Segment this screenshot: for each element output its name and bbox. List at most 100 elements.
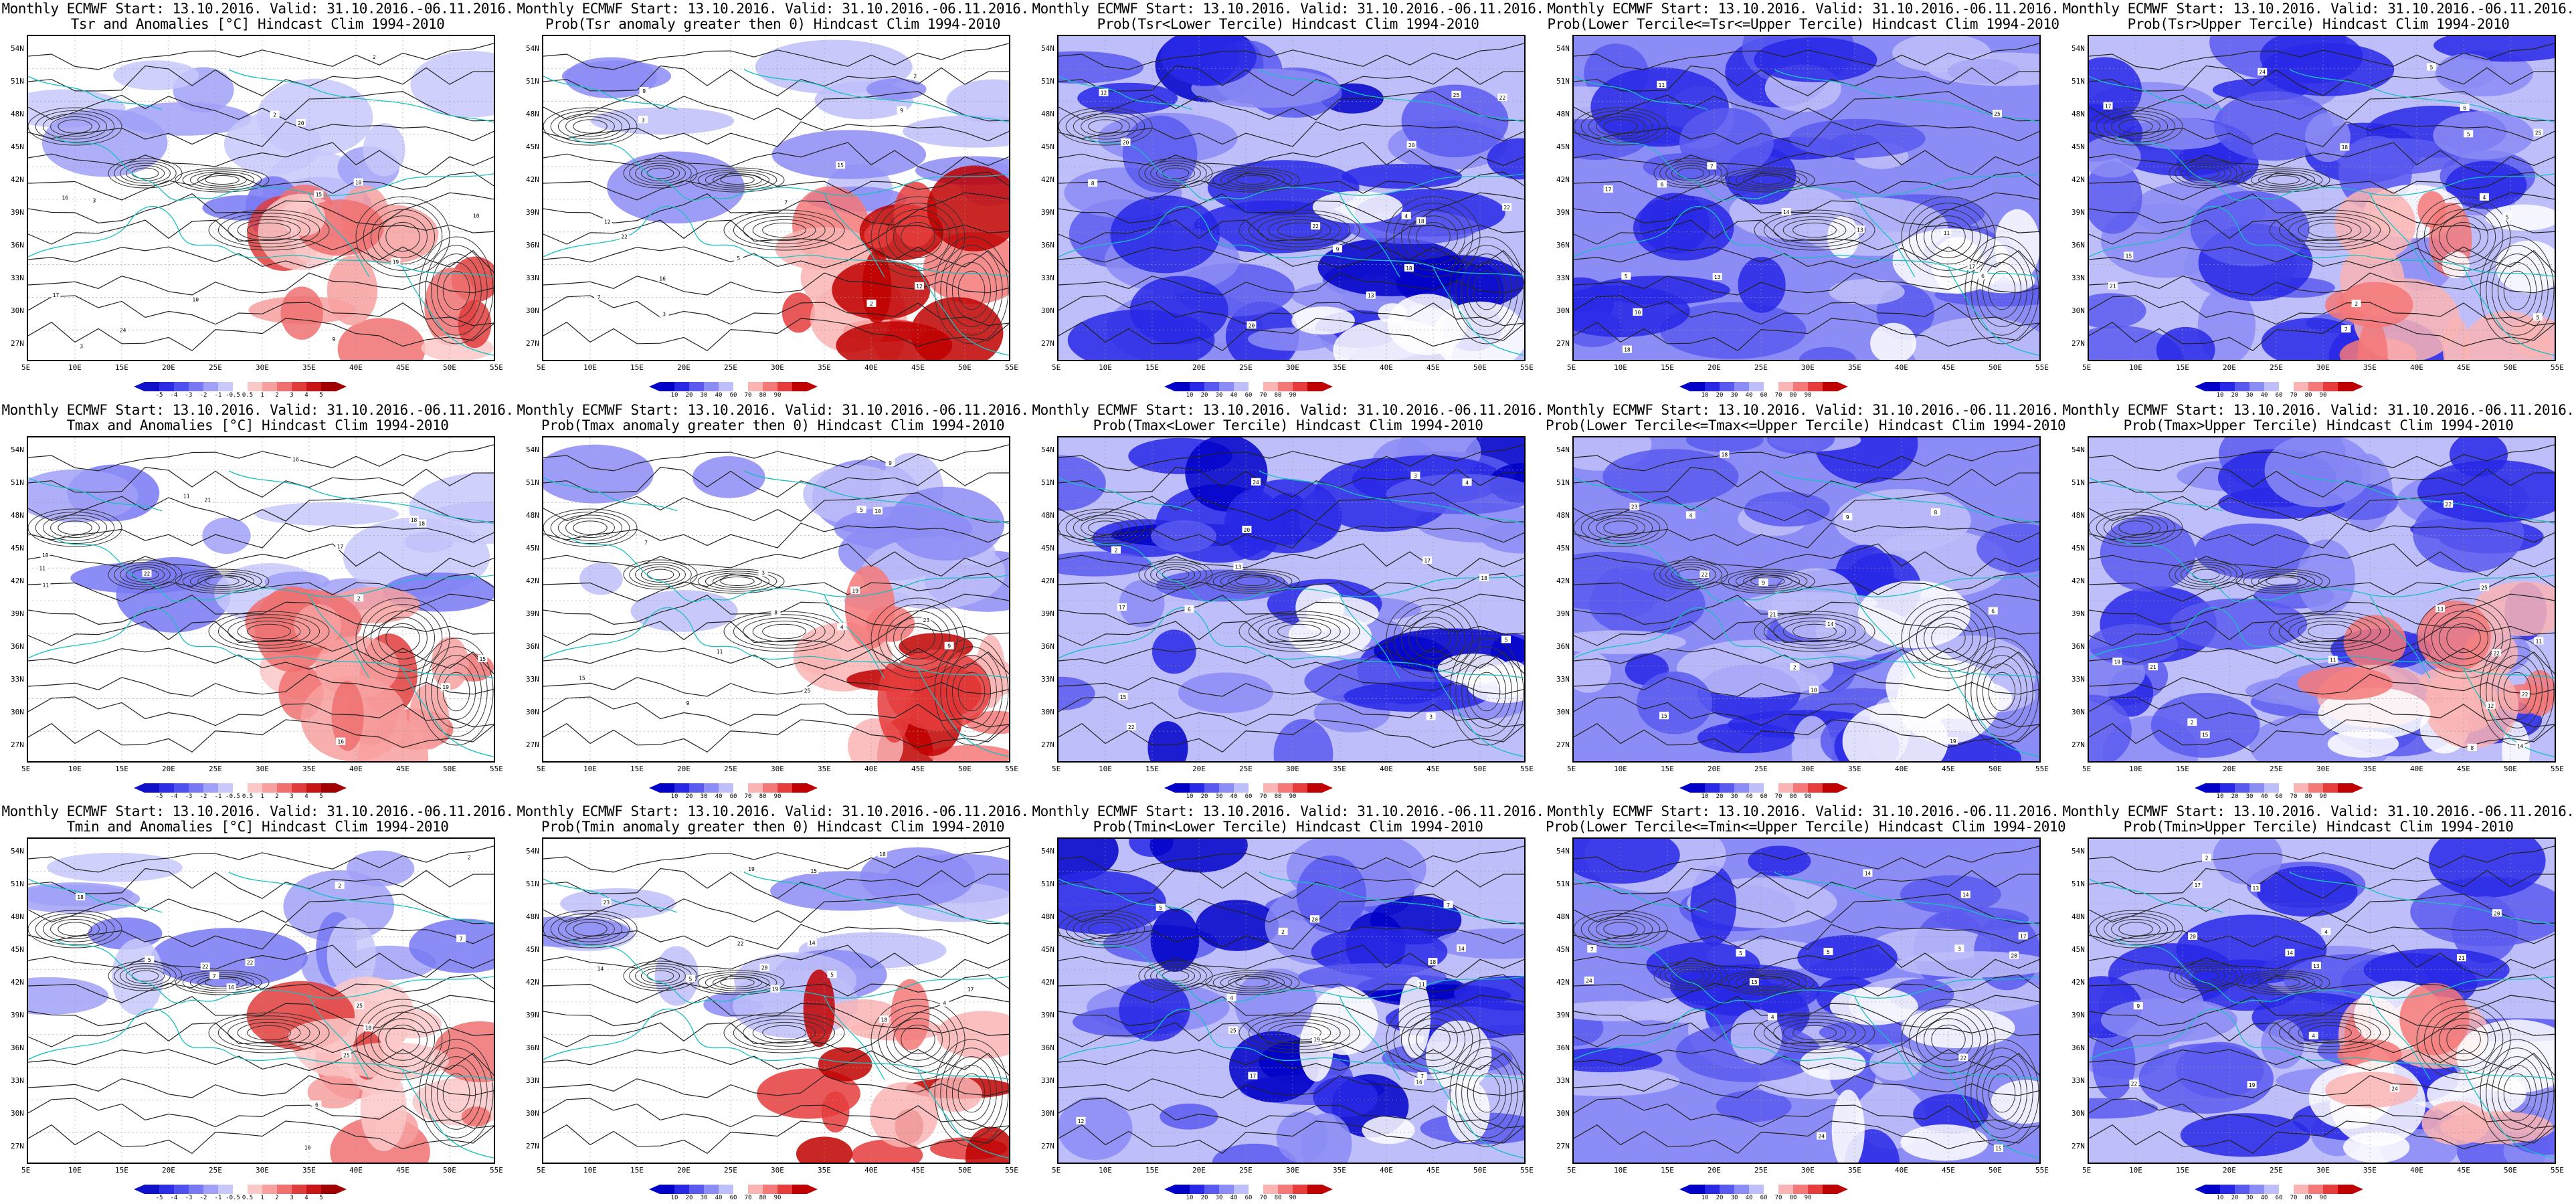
colorbar-swatch bbox=[1808, 1185, 1823, 1194]
colorbar-tick-label: 90 bbox=[773, 1195, 781, 1201]
latitude-label: 45N bbox=[2072, 945, 2085, 954]
colorbar-tick-label: 2 bbox=[275, 392, 279, 399]
latitude-label: 54N bbox=[11, 847, 24, 856]
map-area: 9 10 16 10 24 2 2 3 17 15 3 19 10 20 bbox=[27, 35, 495, 361]
longitude-label: 55E bbox=[1005, 765, 1018, 773]
svg-text:4: 4 bbox=[1771, 1014, 1774, 1020]
longitude-label: 55E bbox=[1005, 1166, 1018, 1175]
colorbar-tick-label: 90 bbox=[1289, 793, 1297, 800]
longitude-label: 50E bbox=[958, 1166, 972, 1175]
longitude-label: 50E bbox=[1989, 1166, 2002, 1175]
svg-text:2: 2 bbox=[273, 112, 276, 118]
longitude-label: 20E bbox=[162, 1166, 175, 1175]
colorbar-tick-label: 40 bbox=[1230, 1195, 1238, 1201]
svg-text:5: 5 bbox=[1505, 637, 1508, 643]
colorbar-swatch bbox=[2294, 1185, 2308, 1194]
latitude-label: 48N bbox=[1041, 110, 1054, 118]
colorbar-tick-label: 70 bbox=[744, 793, 752, 800]
map-area: 20 13 21 22 13 4 9 24 2 19 4 14 17 20 bbox=[2088, 837, 2556, 1164]
colorbar-tick-label: 40 bbox=[2260, 1195, 2268, 1201]
longitude-label: 45E bbox=[1942, 1166, 1955, 1175]
svg-text:22: 22 bbox=[621, 233, 628, 239]
latitude-label: 48N bbox=[11, 110, 24, 118]
colorbar-tick-label: 90 bbox=[2319, 793, 2327, 800]
map-area: 3 14 5 5 15 4 20 15 14 22 24 17 24 7 bbox=[1572, 837, 2041, 1164]
svg-text:23: 23 bbox=[1631, 504, 1638, 510]
longitude-label: 20E bbox=[1708, 363, 1721, 372]
latitude-label: 36N bbox=[2072, 241, 2085, 249]
svg-text:8: 8 bbox=[1934, 510, 1937, 516]
panel-title: Monthly ECMWF Start: 13.10.2016. Valid: … bbox=[1546, 804, 2066, 835]
colorbar-tick-label: 60 bbox=[1245, 392, 1253, 399]
colorbar-tick-label: 10 bbox=[1186, 793, 1194, 800]
colorbar-tick-label: 2 bbox=[275, 1195, 279, 1201]
svg-text:15: 15 bbox=[2202, 732, 2209, 738]
colorbar-tick-label: 60 bbox=[1245, 793, 1253, 800]
svg-text:9: 9 bbox=[642, 88, 646, 94]
map-area: 11 16 14 12 17 4 7 5 2 25 19 20 7 18 bbox=[1057, 837, 1526, 1164]
panel-title-line1: Monthly ECMWF Start: 13.10.2016. Valid: … bbox=[2062, 1, 2575, 17]
panel-title: Monthly ECMWF Start: 13.10.2016. Valid: … bbox=[1030, 804, 1546, 835]
colorbar-swatch bbox=[1249, 382, 1263, 391]
colorbar-tick-label: 3 bbox=[290, 1195, 294, 1201]
svg-text:3: 3 bbox=[1958, 946, 1961, 952]
longitude-label: 10E bbox=[68, 363, 82, 372]
latitude-label: 30N bbox=[1041, 708, 1054, 716]
colorbar-swatch bbox=[719, 382, 733, 391]
longitude-label: 35E bbox=[1333, 1166, 1346, 1175]
latitude-label: 45N bbox=[1041, 544, 1054, 553]
latitude-label: 54N bbox=[1556, 445, 1570, 454]
colorbar-tick-label: 40 bbox=[2260, 793, 2268, 800]
colorbar-swatch bbox=[1764, 783, 1778, 793]
svg-text:19: 19 bbox=[772, 987, 779, 993]
latitude-label: 30N bbox=[1556, 1109, 1570, 1118]
svg-text:18: 18 bbox=[1624, 347, 1631, 353]
colorbar-swatch bbox=[1734, 783, 1749, 793]
latitude-label: 54N bbox=[2072, 847, 2085, 856]
longitude-label: 25E bbox=[2270, 363, 2283, 372]
svg-text:12: 12 bbox=[1101, 90, 1107, 96]
colorbar-tick-label: 40 bbox=[1745, 793, 1753, 800]
latitude-label: 30N bbox=[526, 1109, 539, 1118]
colorbar-swatch bbox=[2205, 1185, 2220, 1194]
svg-text:17: 17 bbox=[1605, 187, 1612, 193]
longitude-label: 45E bbox=[2457, 765, 2470, 773]
svg-text:14: 14 bbox=[1962, 892, 1969, 898]
svg-text:4: 4 bbox=[2324, 929, 2328, 935]
colorbar-tick-label: -1 bbox=[214, 793, 222, 800]
latitude-label: 39N bbox=[11, 1011, 24, 1019]
colorbar-tick-label: 10 bbox=[2216, 793, 2224, 800]
panel-title-line2: Prob(Tmax<Lower Tercile) Hindcast Clim 1… bbox=[1093, 417, 1483, 433]
colorbar-swatch bbox=[1808, 382, 1823, 391]
map-panel-tmin-5: Monthly ECMWF Start: 13.10.2016. Valid: … bbox=[2061, 803, 2576, 1204]
latitude-label: 42N bbox=[526, 978, 539, 987]
colorbar-swatch bbox=[174, 1185, 189, 1194]
longitude-label: 30E bbox=[256, 1166, 269, 1175]
colorbar-swatch bbox=[2279, 1185, 2294, 1194]
svg-text:18: 18 bbox=[1722, 452, 1728, 458]
colorbar-swatch bbox=[2220, 783, 2235, 793]
svg-text:21: 21 bbox=[1770, 611, 1776, 617]
svg-text:25: 25 bbox=[804, 688, 811, 694]
colorbar-swatch bbox=[145, 382, 159, 391]
colorbar-max-arrow bbox=[1322, 382, 1333, 391]
colorbar-swatch bbox=[1190, 382, 1204, 391]
latitude-label: 45N bbox=[11, 142, 24, 151]
longitude-label: 50E bbox=[1473, 363, 1487, 372]
svg-text:2: 2 bbox=[373, 54, 376, 60]
colorbar-tick-label: -3 bbox=[185, 793, 193, 800]
longitude-label: 55E bbox=[1520, 765, 1534, 773]
svg-text:17: 17 bbox=[2194, 882, 2201, 888]
colorbar-swatch bbox=[203, 783, 218, 793]
latitude-label: 27N bbox=[1556, 339, 1570, 348]
colorbar-tick-label: 80 bbox=[1789, 1195, 1797, 1201]
longitude-label: 25E bbox=[724, 1166, 737, 1175]
colorbar-tick-label: 10 bbox=[1701, 392, 1709, 399]
colorbar-tick-label: 30 bbox=[2245, 793, 2253, 800]
svg-text:9: 9 bbox=[1762, 580, 1765, 586]
latitude-label: 48N bbox=[11, 511, 24, 520]
colorbar-tick-label: 10 bbox=[2216, 1195, 2224, 1201]
longitude-label: 30E bbox=[1286, 1166, 1299, 1175]
colorbar-swatch bbox=[733, 783, 748, 793]
